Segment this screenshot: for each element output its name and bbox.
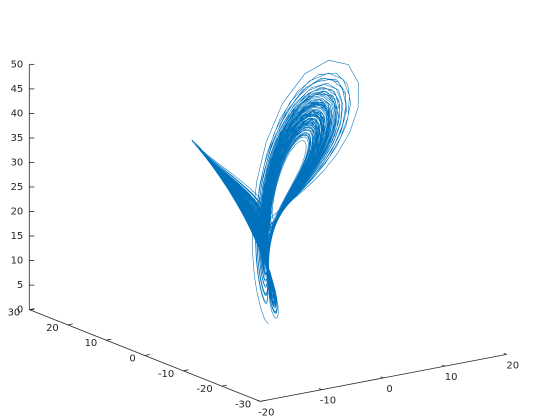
z-axis-tick-label: 5: [17, 280, 23, 291]
x-axis-tick-label: 0: [386, 384, 392, 395]
y-axis-tick-label: -20: [196, 384, 212, 395]
x-axis-tick-mark: [503, 353, 507, 355]
y-axis-tick-mark: [29, 308, 35, 310]
x-axis-tick-mark: [257, 400, 261, 402]
y-axis-tick-label: 30: [8, 308, 21, 319]
y-axis-tick-mark: [260, 400, 266, 402]
z-axis-tick-label: 20: [11, 207, 24, 218]
z-axis-tick-label: 40: [11, 108, 24, 119]
z-axis-tick-label: 30: [11, 157, 24, 168]
z-axis-tick-label: 0: [17, 305, 23, 316]
y-axis-tick-mark: [144, 354, 150, 356]
x-axis-tick-mark: [318, 388, 323, 391]
z-axis-tick-label: 35: [11, 133, 24, 144]
z-axis-tick-label: 10: [11, 256, 24, 267]
y-axis-tick-mark: [221, 384, 227, 387]
trajectory-plot: [191, 59, 359, 324]
y-axis-tick-label: -10: [158, 369, 174, 380]
z-axis-tick-label: 25: [11, 182, 24, 193]
x-axis-tick-label: 20: [506, 360, 519, 371]
x-axis-tick-mark: [441, 364, 446, 367]
x-axis-tick-label: 10: [445, 372, 458, 383]
y-axis-tick-mark: [183, 369, 189, 372]
z-axis-ticks: 0 5 10 15 20 25 30 35 40 45 50: [11, 59, 35, 316]
x-axis-ticks: -20 -10 0 10 20: [257, 353, 519, 418]
y-axis-ticks: -30 -20 -10 0 10 20 30: [8, 308, 266, 410]
y-axis-tick-label: -30: [235, 399, 251, 410]
x-axis-tick-label: -20: [258, 407, 274, 418]
y-axis-tick-label: 20: [46, 323, 59, 334]
x-axis-tick-mark: [380, 376, 384, 379]
y-axis-tick-label: 0: [129, 354, 135, 365]
z-axis-tick-label: 45: [11, 84, 24, 95]
z-axis-tick-label: 50: [11, 59, 24, 70]
z-axis-tick-label: 15: [11, 231, 24, 242]
x-axis-tick-label: -10: [320, 396, 336, 407]
y-axis-line: [29, 309, 261, 402]
attractor-trajectory: [191, 59, 359, 324]
y-axis-tick-mark: [67, 323, 73, 326]
y-axis-tick-label: 10: [85, 338, 98, 349]
y-axis-tick-mark: [106, 338, 112, 341]
